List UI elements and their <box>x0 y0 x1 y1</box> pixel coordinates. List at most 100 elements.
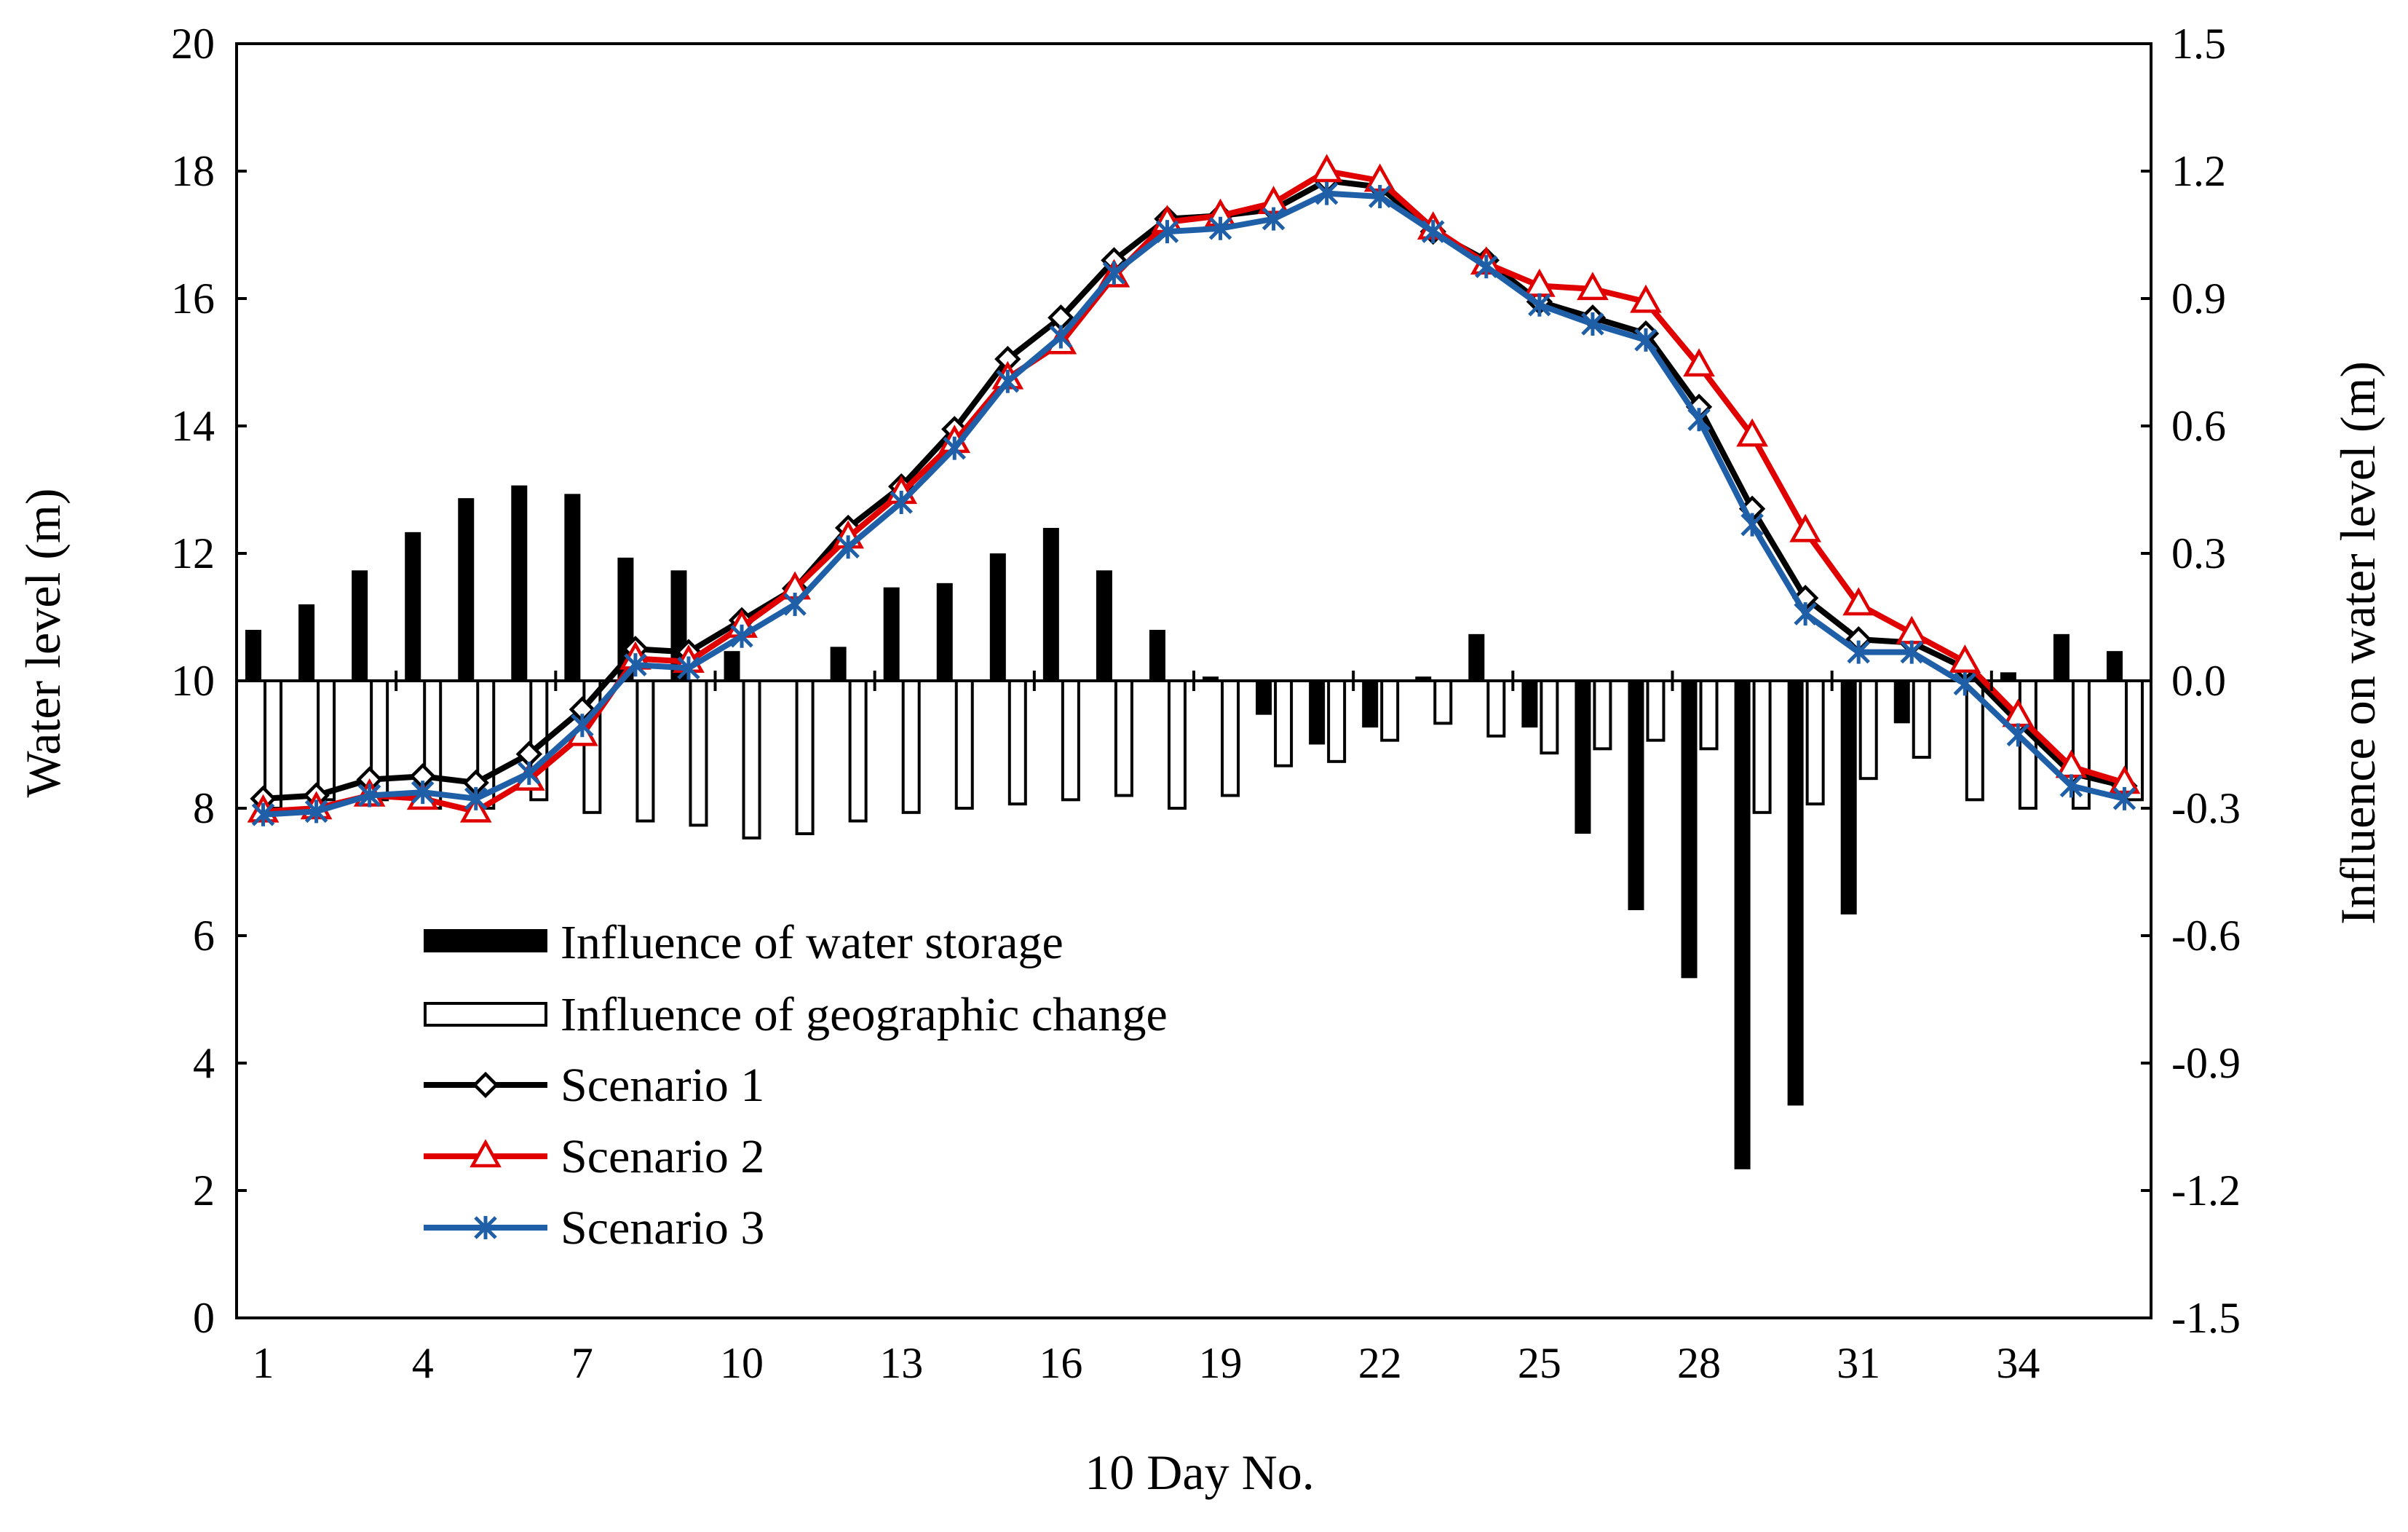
legend-swatch-geographic-change <box>424 1002 547 1027</box>
bar-geographic-change-24 <box>1486 679 1506 738</box>
bar-geographic-change-10 <box>742 679 761 840</box>
y-right-tick-label-7: 0.6 <box>2171 402 2226 450</box>
bar-water-storage-29 <box>1734 681 1751 1169</box>
legend-entry-water-storage: Influence of water storage <box>424 916 1064 969</box>
point-scenario-3-16 <box>1049 325 1073 349</box>
bar-water-storage-1 <box>245 630 262 681</box>
x-tick-label-28: 28 <box>1677 1339 1721 1387</box>
bar-water-storage-17 <box>1096 570 1112 681</box>
legend-entry-geographic-change: Influence of geographic change <box>424 988 1168 1041</box>
bar-water-storage-32 <box>1893 681 1910 724</box>
point-scenario-3-21 <box>1315 181 1339 205</box>
bar-geographic-change-22 <box>1380 679 1400 742</box>
legend-label-water-storage: Influence of water storage <box>561 916 1064 969</box>
point-scenario-3-19 <box>1208 216 1232 240</box>
point-scenario-3-6 <box>518 761 541 785</box>
bar-water-storage-2 <box>298 604 315 681</box>
legend-marker-scenario-3 <box>474 1216 497 1239</box>
point-scenario-3-36 <box>2112 786 2136 810</box>
y-left-tick-label-16: 16 <box>171 275 215 323</box>
y-left-tick-label-8: 8 <box>193 784 215 832</box>
bar-geographic-change-12 <box>848 679 868 823</box>
bar-geographic-change-15 <box>1007 679 1027 806</box>
point-scenario-3-4 <box>411 781 435 805</box>
bar-geographic-change-17 <box>1114 679 1133 797</box>
y-left-tick-label-4: 4 <box>193 1039 215 1087</box>
x-tick-label-4: 4 <box>412 1339 434 1387</box>
bar-water-storage-4 <box>405 532 421 681</box>
y-left-tick-label-18: 18 <box>171 147 215 195</box>
bar-geographic-change-14 <box>954 679 974 810</box>
bar-geographic-change-1 <box>264 679 283 810</box>
y-right-tick-label-2: -0.9 <box>2171 1039 2241 1087</box>
bar-water-storage-16 <box>1042 528 1059 681</box>
x-tick-label-1: 1 <box>253 1339 274 1387</box>
legend-marker-scenario-2 <box>470 1139 502 1168</box>
bar-water-storage-34 <box>2000 672 2016 681</box>
y-right-tick-label-1: -1.2 <box>2171 1166 2241 1215</box>
bar-geographic-change-13 <box>901 679 921 814</box>
bar-water-storage-30 <box>1787 681 1804 1106</box>
bar-water-storage-22 <box>1362 681 1379 728</box>
bar-water-storage-26 <box>1575 681 1591 834</box>
x-tick-label-10: 10 <box>720 1339 764 1387</box>
y-right-tick-label-4: -0.3 <box>2171 784 2241 832</box>
point-scenario-3-9 <box>677 656 700 680</box>
point-scenario-3-28 <box>1687 408 1711 432</box>
bar-geographic-change-30 <box>1805 679 1825 806</box>
legend-entry-scenario-2: Scenario 2 <box>424 1130 764 1183</box>
bar-geographic-change-23 <box>1433 679 1453 725</box>
bar-water-storage-23 <box>1415 676 1432 681</box>
lines-layer <box>247 154 2141 826</box>
bar-geographic-change-11 <box>795 679 815 835</box>
y-left-tick-label-0: 0 <box>193 1294 215 1342</box>
point-scenario-3-11 <box>783 593 807 616</box>
legend-entry-scenario-3: Scenario 3 <box>424 1201 764 1255</box>
bar-geographic-change-29 <box>1752 679 1772 814</box>
point-scenario-3-31 <box>1847 640 1870 664</box>
point-scenario-3-1 <box>251 802 275 826</box>
bar-geographic-change-32 <box>1912 679 1931 759</box>
point-scenario-3-29 <box>1740 513 1764 537</box>
point-scenario-3-30 <box>1794 602 1817 626</box>
x-tick-label-7: 7 <box>571 1339 593 1387</box>
bar-water-storage-3 <box>352 570 368 681</box>
bar-water-storage-19 <box>1203 676 1219 681</box>
bar-water-storage-31 <box>1840 681 1857 915</box>
x-tick-label-13: 13 <box>879 1339 923 1387</box>
legend-label-scenario-2: Scenario 2 <box>561 1130 764 1183</box>
legend-marker-scenario-1 <box>472 1071 499 1099</box>
bar-water-storage-28 <box>1681 681 1698 979</box>
point-scenario-2-33 <box>1949 644 1981 673</box>
x-tick-label-31: 31 <box>1837 1339 1880 1387</box>
legend-label-scenario-3: Scenario 3 <box>561 1201 764 1255</box>
point-scenario-3-14 <box>943 436 967 460</box>
bar-geographic-change-25 <box>1540 679 1559 755</box>
point-scenario-3-35 <box>2059 774 2083 798</box>
point-scenario-2-27 <box>1630 284 1662 313</box>
point-scenario-3-33 <box>1953 672 1977 696</box>
axes-layer: 02468101214161820-1.5-1.2-0.9-0.6-0.30.0… <box>171 20 2241 1387</box>
point-scenario-3-23 <box>1421 220 1445 244</box>
legend-label-scenario-1: Scenario 1 <box>561 1059 764 1112</box>
point-scenario-3-24 <box>1475 255 1498 279</box>
point-scenario-3-26 <box>1581 312 1604 336</box>
bar-water-storage-36 <box>2106 651 2123 681</box>
bar-water-storage-13 <box>883 587 900 681</box>
bar-water-storage-10 <box>724 651 740 681</box>
point-scenario-3-17 <box>1102 261 1126 285</box>
legend-label-geographic-change: Influence of geographic change <box>561 988 1168 1041</box>
y-right-tick-label-9: 1.2 <box>2171 147 2226 195</box>
point-scenario-3-7 <box>571 714 594 738</box>
point-scenario-3-20 <box>1262 207 1286 231</box>
y-right-tick-label-5: 0.0 <box>2171 657 2226 705</box>
y-left-tick-label-6: 6 <box>193 912 215 960</box>
y-left-tick-label-2: 2 <box>193 1166 215 1215</box>
point-scenario-2-26 <box>1577 272 1609 301</box>
x-tick-label-25: 25 <box>1518 1339 1561 1387</box>
y-axis-left-title: Water level (m) <box>15 489 71 798</box>
legend: Influence of water storage Influence of … <box>424 916 1168 1255</box>
point-scenario-3-8 <box>624 653 647 677</box>
